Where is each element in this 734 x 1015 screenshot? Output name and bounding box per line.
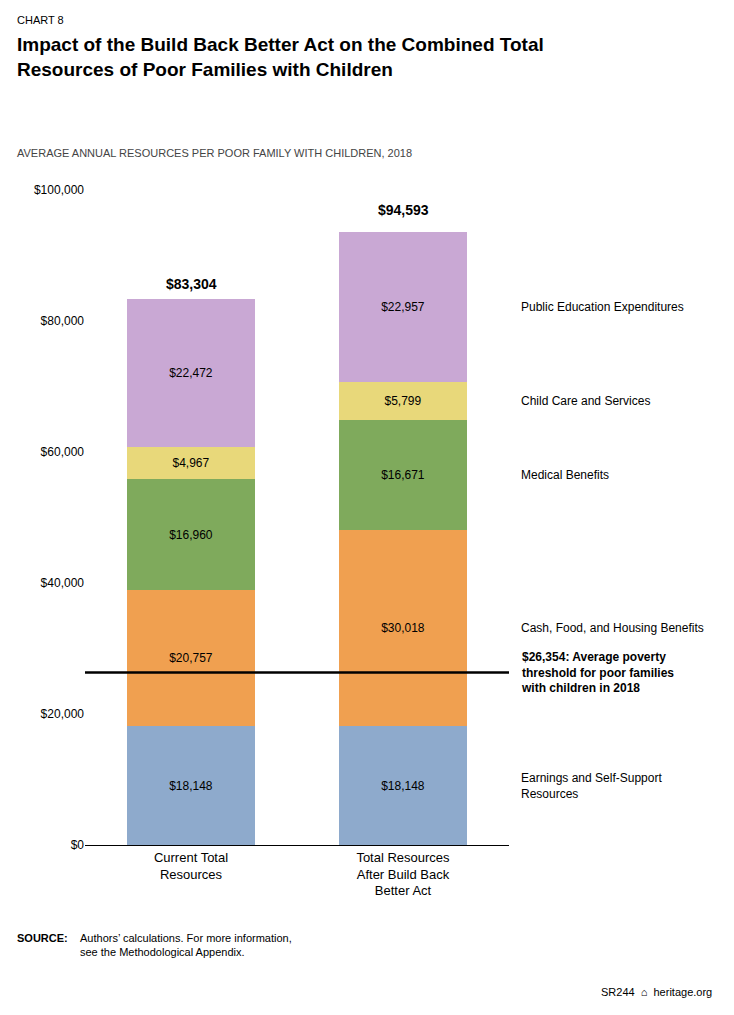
svg-text:$16,960: $16,960 [169,528,213,542]
svg-text:$30,018: $30,018 [381,621,425,635]
svg-text:$60,000: $60,000 [41,445,85,459]
svg-text:Total ResourcesAfter Build Bac: Total ResourcesAfter Build BackBetter Ac… [356,850,450,899]
svg-text:Earnings and Self-SupportResou: Earnings and Self-SupportResources [521,771,662,801]
svg-text:$22,957: $22,957 [381,300,425,314]
svg-text:Authors’ calculations. For mor: Authors’ calculations. For more informat… [80,932,292,958]
svg-text:SOURCE:: SOURCE: [17,932,68,944]
svg-text:$80,000: $80,000 [41,314,85,328]
svg-text:Public Education Expenditures: Public Education Expenditures [521,300,684,314]
svg-text:$5,799: $5,799 [384,394,421,408]
svg-text:SR244 ⌂ heritage.org: SR244 ⌂ heritage.org [601,986,712,998]
svg-text:$20,000: $20,000 [41,707,85,721]
svg-text:Cash, Food, and Housing Benefi: Cash, Food, and Housing Benefits [521,621,704,635]
svg-text:CHART 8: CHART 8 [17,14,64,26]
svg-text:$0: $0 [71,838,85,852]
svg-text:$83,304: $83,304 [166,276,217,292]
svg-text:Child Care and Services: Child Care and Services [521,394,650,408]
svg-text:Impact of the Build Back Bette: Impact of the Build Back Better Act on t… [17,34,544,80]
svg-text:AVERAGE ANNUAL RESOURCES PER P: AVERAGE ANNUAL RESOURCES PER POOR FAMILY… [17,147,412,159]
svg-text:$18,148: $18,148 [381,779,425,793]
svg-text:$100,000: $100,000 [34,183,84,197]
svg-text:Current TotalResources: Current TotalResources [154,850,228,882]
svg-text:$18,148: $18,148 [169,779,213,793]
svg-text:$16,671: $16,671 [381,468,425,482]
svg-text:$20,757: $20,757 [169,651,213,665]
svg-text:$4,967: $4,967 [172,456,209,470]
svg-text:$40,000: $40,000 [41,576,85,590]
svg-text:$94,593: $94,593 [378,202,429,218]
svg-text:$26,354: Average povertythresh: $26,354: Average povertythreshold for po… [521,650,674,695]
svg-text:Medical Benefits: Medical Benefits [521,468,609,482]
svg-text:$22,472: $22,472 [169,366,213,380]
